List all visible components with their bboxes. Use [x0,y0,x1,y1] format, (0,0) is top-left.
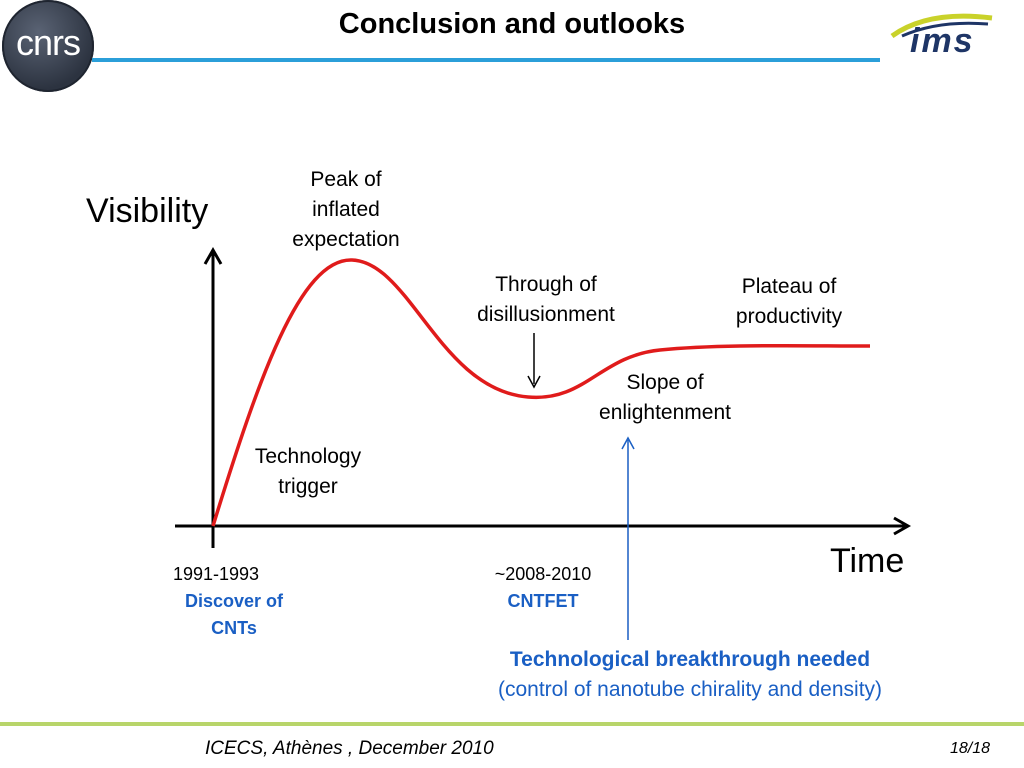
header-divider [92,58,880,62]
y-axis-label: Visibility [86,192,209,230]
page-number: 18/18 [950,740,991,757]
label-slope: Slope of enlightenment [599,371,731,424]
trough-arrowhead [527,375,541,389]
milestone-date-2: ~2008-2010 [494,564,592,584]
ims-swoosh-icon [890,13,993,38]
milestone-date-1: 1991-1993 [172,564,260,584]
label-trough: Through of disillusionment [477,273,615,326]
y-axis-arrowhead [203,246,223,265]
footer-divider [0,722,1024,726]
footer-conference: ICECS, Athènes , December 2010 [205,738,494,759]
label-peak: Peak of inflated expectation [292,168,400,251]
slide-title: Conclusion and outlooks [338,8,686,40]
hype-curve [211,258,871,527]
breakthrough-headline: Technological breakthrough needed [509,648,871,671]
cnrs-logo-text: cnrs [15,22,81,63]
label-plateau: Plateau of productivity [735,275,843,328]
cnrs-logo [2,0,94,92]
milestone-event-1: Discover of CNTs [184,591,284,638]
label-trigger: Technology trigger [254,445,362,498]
milestone-event-2: CNTFET [507,591,579,611]
breakthrough-arrowhead [621,436,635,450]
ims-logo-text: ims [910,22,975,60]
breakthrough-detail: (control of nanotube chirality and densi… [497,678,883,701]
x-axis-arrowhead [893,516,912,536]
x-axis-label: Time [830,542,905,580]
